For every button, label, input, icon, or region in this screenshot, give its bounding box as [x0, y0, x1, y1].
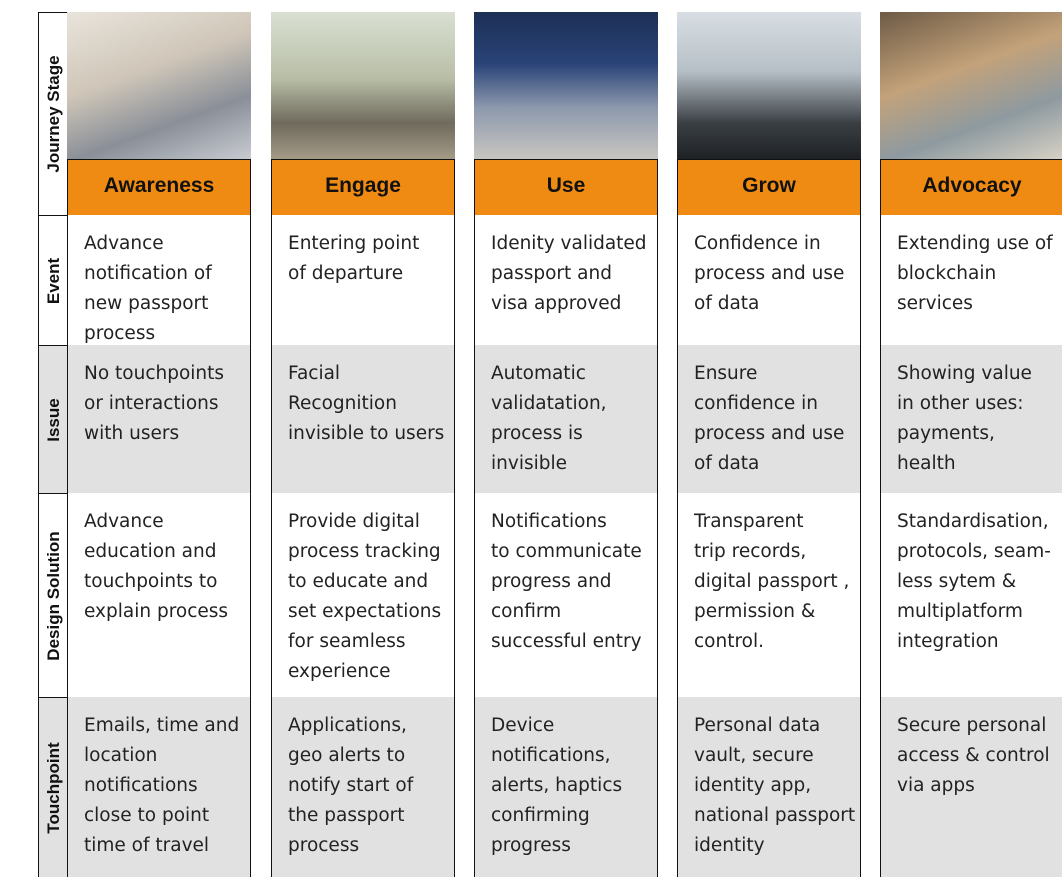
event-cell: Advance notification of new passport pro… [67, 215, 251, 346]
row-label: Journey Stage [38, 12, 69, 216]
issue-cell: Automatic validatation, process is invis… [474, 345, 658, 494]
stage-photo [880, 12, 1062, 160]
stage-photo [67, 12, 251, 160]
row-label: Design Solution [38, 493, 69, 698]
issue-cell: No touchpoints or interactions with user… [67, 345, 251, 494]
stage-name: Awareness [67, 159, 251, 216]
event-cell: Idenity validated passport and visa appr… [474, 215, 658, 346]
stage-photo [677, 12, 861, 160]
touchpoint-cell: Applications, geo alerts to notify start… [271, 697, 455, 877]
event-cell: Entering point of departure [271, 215, 455, 346]
design-solution-cell: Advance education and touchpoints to exp… [67, 493, 251, 698]
row-label-text: Design Solution [43, 530, 63, 661]
touchpoint-cell: Personal data vault, secure identity app… [677, 697, 861, 877]
event-cell: Extending use of blockchain services [880, 215, 1062, 346]
row-label: Issue [38, 345, 69, 494]
row-label: Event [38, 215, 69, 346]
event-cell: Confidence in process and use of data [677, 215, 861, 346]
design-solution-cell: Standardisation, protocols, seam- less s… [880, 493, 1062, 698]
issue-cell: Showing value in other uses: payments, h… [880, 345, 1062, 494]
issue-cell: Facial Recognition invisible to users [271, 345, 455, 494]
row-label: Touchpoint [38, 697, 69, 877]
design-solution-cell: Transparent trip records, digital passpo… [677, 493, 861, 698]
stage-photo [271, 12, 455, 160]
stage-name: Use [474, 159, 658, 216]
row-label-text: Touchpoint [43, 741, 63, 834]
touchpoint-cell: Secure personal access & control via app… [880, 697, 1062, 877]
design-solution-cell: Provide digital process tracking to educ… [271, 493, 455, 698]
touchpoint-cell: Device notifications, alerts, haptics co… [474, 697, 658, 877]
stage-name: Advocacy [880, 159, 1062, 216]
row-label-text: Event [43, 257, 63, 304]
stage-name: Grow [677, 159, 861, 216]
row-label-text: Issue [43, 397, 63, 442]
issue-cell: Ensure confidence in process and use of … [677, 345, 861, 494]
design-solution-cell: Notifications to communicate progress an… [474, 493, 658, 698]
stage-photo [474, 12, 658, 160]
touchpoint-cell: Emails, time and location notifications … [67, 697, 251, 877]
stage-name: Engage [271, 159, 455, 216]
row-label-text: Journey Stage [43, 55, 63, 173]
